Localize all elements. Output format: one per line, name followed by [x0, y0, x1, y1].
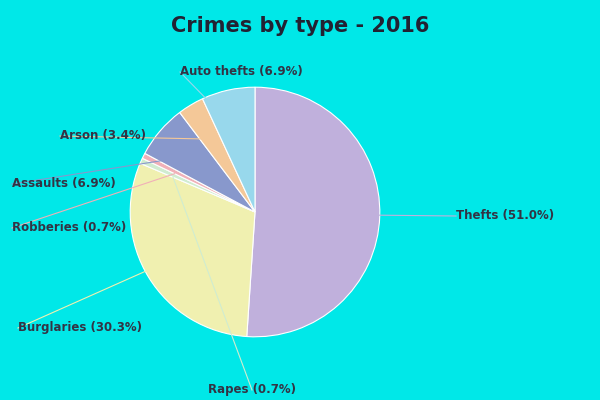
- Wedge shape: [145, 112, 255, 212]
- Text: Burglaries (30.3%): Burglaries (30.3%): [18, 322, 142, 334]
- Wedge shape: [179, 99, 255, 212]
- Text: Assaults (6.9%): Assaults (6.9%): [12, 178, 116, 190]
- Text: Arson (3.4%): Arson (3.4%): [60, 130, 146, 142]
- Wedge shape: [130, 163, 255, 336]
- Text: Rapes (0.7%): Rapes (0.7%): [208, 384, 296, 396]
- Wedge shape: [140, 158, 255, 212]
- Wedge shape: [247, 87, 380, 337]
- Wedge shape: [203, 87, 255, 212]
- Text: Crimes by type - 2016: Crimes by type - 2016: [171, 16, 429, 36]
- Text: Auto thefts (6.9%): Auto thefts (6.9%): [180, 66, 303, 78]
- Text: Robberies (0.7%): Robberies (0.7%): [12, 222, 126, 234]
- Text: Thefts (51.0%): Thefts (51.0%): [456, 210, 554, 222]
- Wedge shape: [142, 153, 255, 212]
